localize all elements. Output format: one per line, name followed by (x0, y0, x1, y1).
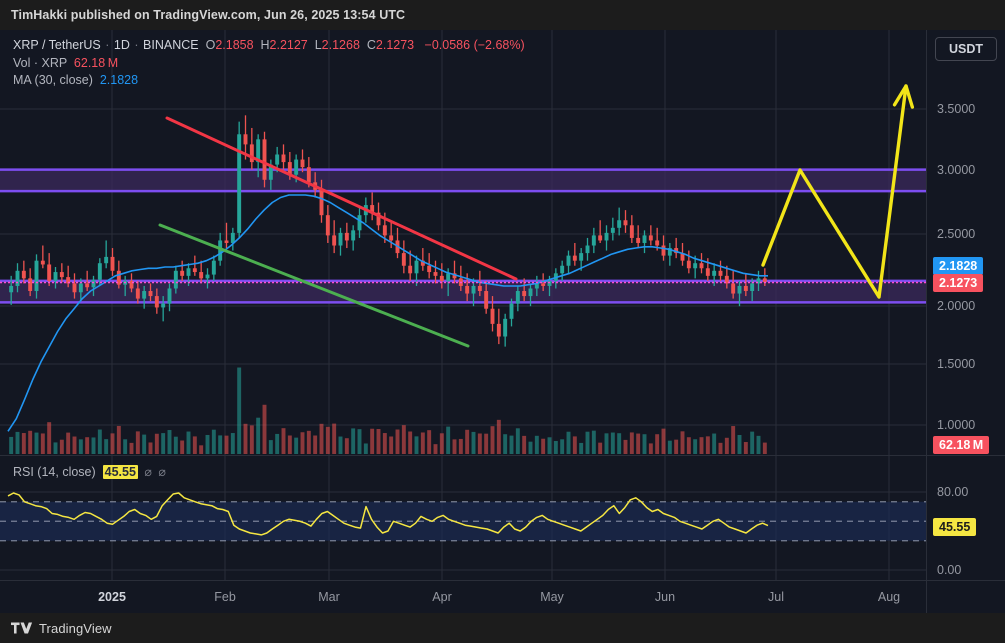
chart-container[interactable]: XRP / TetherUS · 1D · BINANCE O2.1858 H2… (0, 30, 1005, 613)
price-axis-tick-0: 3.5000 (937, 102, 976, 116)
price-plot (0, 30, 927, 455)
price-pane[interactable]: XRP / TetherUS · 1D · BINANCE O2.1858 H2… (0, 30, 1005, 455)
time-axis[interactable]: 2025 Feb Mar Apr May Jun Jul Aug (0, 580, 1005, 613)
tradingview-logo[interactable]: TradingView (0, 621, 112, 636)
price-axis-badge-vol[interactable]: 62.18 M (933, 436, 990, 454)
time-axis-tick-apr: Apr (432, 590, 452, 604)
rsi-pane[interactable]: RSI (14, close) 45.55 ⌀ ⌀ 80.00 0.00 45.55 (0, 455, 1005, 580)
rsi-axis-tick-1: 0.00 (937, 563, 962, 577)
time-axis-divider (926, 581, 927, 613)
time-axis-tick-feb: Feb (214, 590, 236, 604)
footer-bar: TradingView (0, 613, 1005, 643)
publish-header: TimHakki published on TradingView.com, J… (0, 0, 1005, 30)
rsi-plot (0, 456, 927, 580)
rsi-axis-badge[interactable]: 45.55 (933, 518, 977, 536)
time-axis-tick-aug: Aug (877, 590, 901, 604)
tradingview-logo-icon (11, 622, 33, 634)
price-axis-badge-red[interactable]: 2.1273 (933, 274, 984, 292)
rsi-axis-divider (926, 456, 927, 580)
rsi-axis-tick-0: 80.00 (937, 485, 969, 499)
time-axis-tick-2025: 2025 (98, 590, 126, 604)
volume-bars (9, 367, 767, 454)
price-axis-badge-blue[interactable]: 2.1828 (933, 257, 984, 275)
price-axis-tick-1: 3.0000 (937, 163, 976, 177)
price-axis-tick-3: 2.0000 (937, 299, 976, 313)
price-axis-tick-2: 2.5000 (937, 227, 976, 241)
price-axis-tick-4: 1.5000 (937, 357, 976, 371)
time-axis-tick-mar: Mar (318, 590, 340, 604)
price-axis-tick-5: 1.0000 (937, 418, 976, 432)
time-axis-tick-may: May (540, 590, 564, 604)
candlesticks (9, 115, 767, 347)
time-axis-tick-jul: Jul (768, 590, 784, 604)
price-axis[interactable]: USDT 3.5000 3.0000 2.5000 2.0000 1.5000 1.000… (927, 30, 1005, 455)
currency-badge[interactable]: USDT (934, 37, 997, 61)
price-axis-divider (926, 30, 927, 455)
tradingview-logo-text: TradingView (39, 620, 112, 636)
publish-credit-text: TimHakki published on TradingView.com, J… (11, 8, 406, 22)
rsi-axis[interactable]: 80.00 0.00 45.55 (927, 456, 1005, 580)
time-axis-tick-jun: Jun (654, 590, 676, 604)
